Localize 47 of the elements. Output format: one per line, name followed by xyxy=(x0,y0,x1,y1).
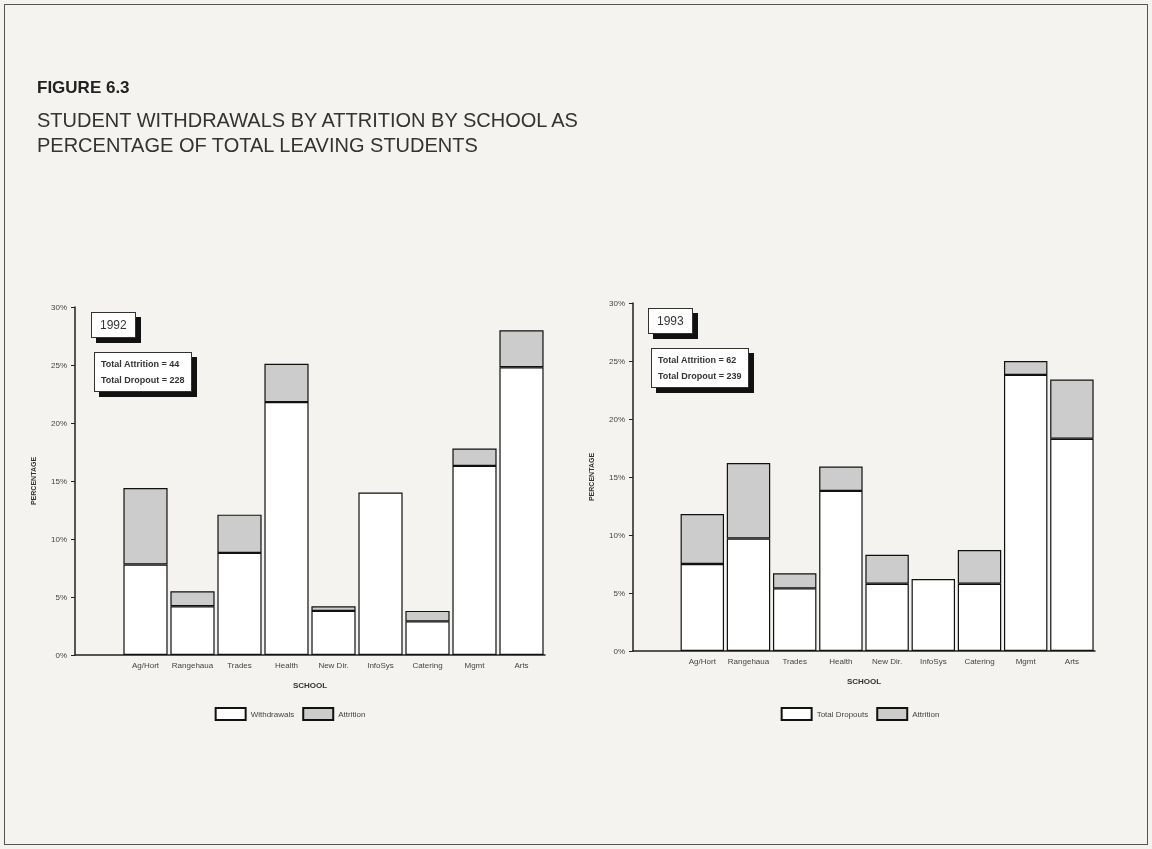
annotation: Total Attrition = 62 xyxy=(658,354,738,367)
y-tick-label: 5% xyxy=(55,592,67,602)
x-tick-label: New Dir. xyxy=(871,656,903,666)
x-axis-title: SCHOOL xyxy=(292,680,328,690)
legend-label: Withdrawals xyxy=(250,709,295,719)
x-tick-label: InfoSys xyxy=(919,656,947,666)
legend-label: Total Dropouts xyxy=(816,709,869,719)
x-tick-label: Trades xyxy=(227,660,252,670)
y-tick-label: 25% xyxy=(608,356,625,366)
bar xyxy=(311,610,356,655)
y-tick-label: 30% xyxy=(50,302,67,312)
bar xyxy=(358,492,403,655)
y-tick-label: 15% xyxy=(608,472,625,482)
annotation: Total Dropout = 239 xyxy=(658,370,742,383)
x-tick-label: Catering xyxy=(412,660,443,670)
x-tick-label: New Dir. xyxy=(318,660,349,670)
y-tick-label: 25% xyxy=(50,360,67,370)
x-tick-label: Rangehaua xyxy=(171,660,214,670)
legend-label: Attrition xyxy=(338,709,366,719)
chart-title: FIGURE 6.3 xyxy=(37,78,130,98)
x-tick-label: Mgmt xyxy=(1015,656,1037,666)
x-tick-label: Ag/Hort xyxy=(131,660,160,670)
y-tick-label: 10% xyxy=(608,530,625,540)
x-tick-label: Mgmt xyxy=(464,660,486,670)
y-tick-label: 10% xyxy=(50,534,67,544)
x-axis-title: SCHOOL xyxy=(846,676,882,686)
y-tick-label: 20% xyxy=(608,414,625,424)
y-tick-label: 0% xyxy=(55,650,67,660)
annotation: Total Dropout = 228 xyxy=(101,374,185,387)
x-tick-label: Health xyxy=(829,656,853,666)
y-tick-label: 0% xyxy=(613,646,625,656)
y-tick-label: 30% xyxy=(608,298,625,308)
annotation: Total Attrition = 44 xyxy=(101,358,181,371)
x-tick-label: Trades xyxy=(782,656,807,666)
x-tick-label: Arts xyxy=(1064,656,1080,666)
x-tick-label: InfoSys xyxy=(367,660,394,670)
legend-label: Attrition xyxy=(912,709,940,719)
y-tick-label: 20% xyxy=(50,418,67,428)
x-tick-label: Ag/Hort xyxy=(688,656,717,666)
y-tick-label: 15% xyxy=(50,476,67,486)
x-tick-label: Arts xyxy=(514,660,529,670)
x-tick-label: Rangehaua xyxy=(727,656,770,666)
bar xyxy=(911,579,956,651)
chart-subtitle: STUDENT WITHDRAWALS BY ATTRITION BY SCHOOL AS PERCENTAGE OF TOTAL LEAVING STUDENTS xyxy=(37,108,579,158)
x-tick-label: Catering xyxy=(964,656,995,666)
x-tick-label: Health xyxy=(274,660,299,670)
y-tick-label: 5% xyxy=(613,588,625,598)
